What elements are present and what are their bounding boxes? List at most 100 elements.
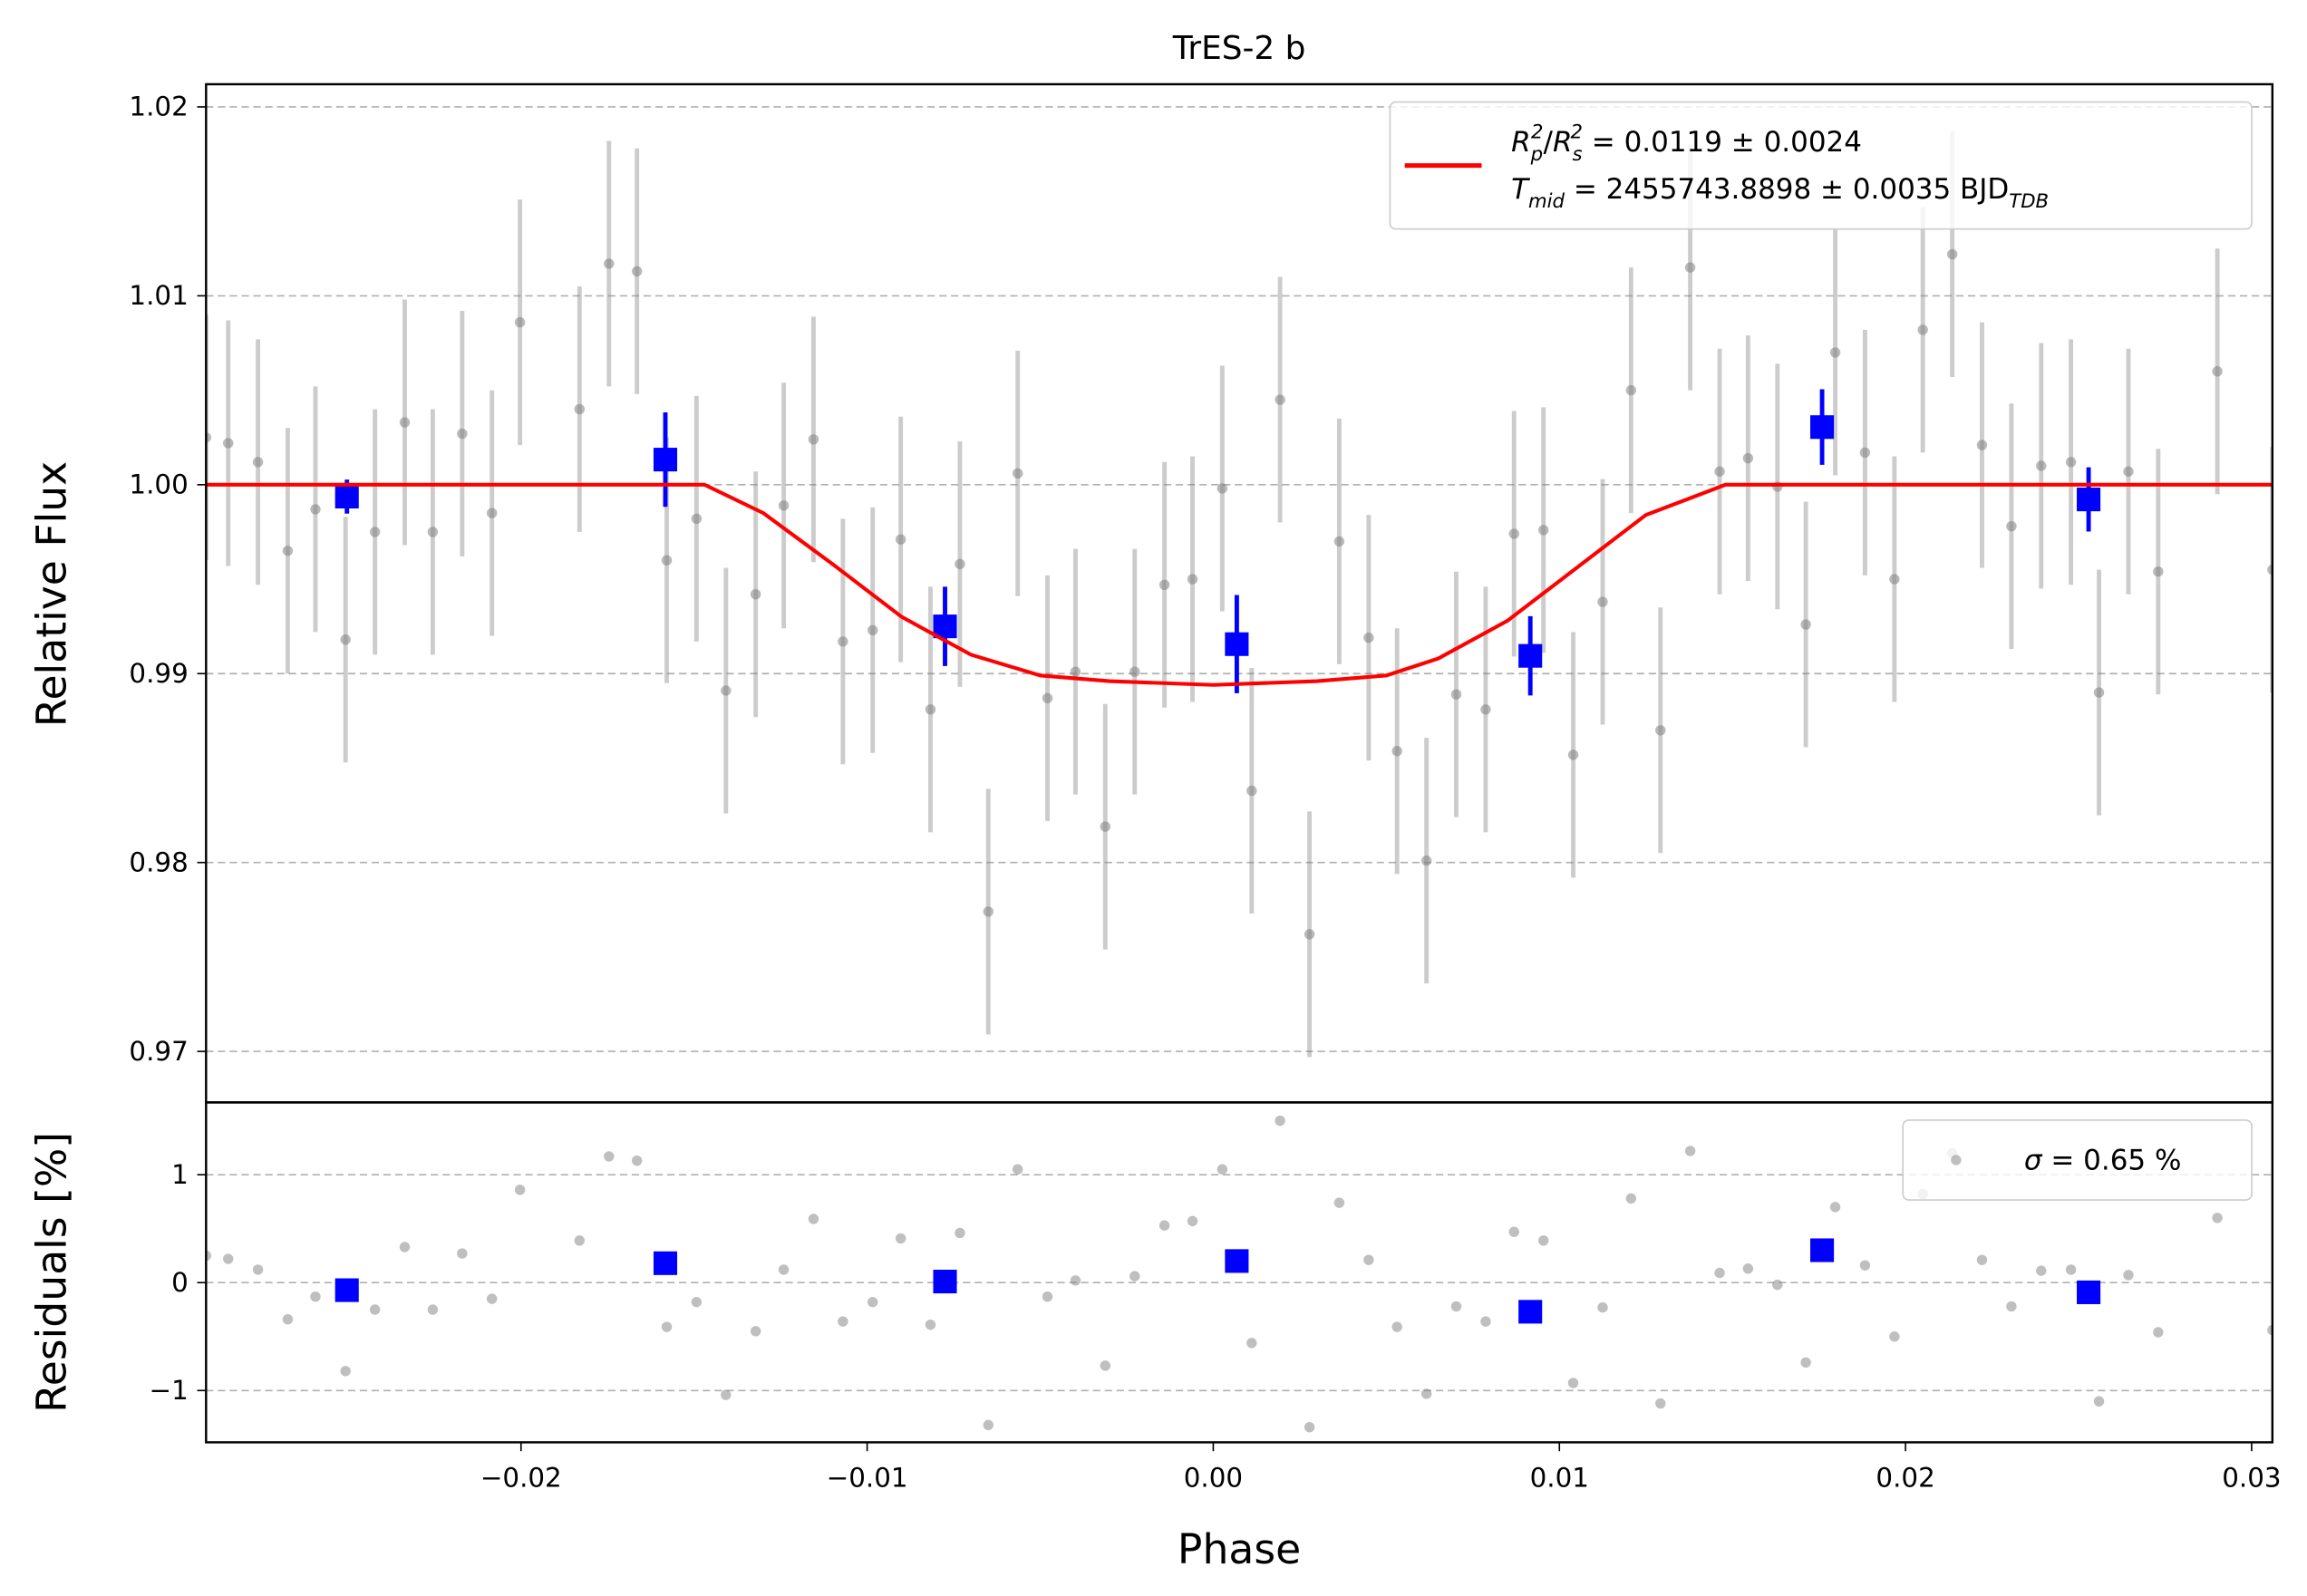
residual-point [2093, 1396, 2105, 1407]
data-point [1655, 725, 1666, 736]
residual-point [340, 1366, 351, 1377]
data-point [1859, 447, 1871, 459]
y-tick-label: 0.99 [129, 658, 188, 689]
legend-text: p [1530, 142, 1543, 165]
residual-point [1217, 1164, 1228, 1175]
residual-point [1684, 1146, 1696, 1156]
data-point [1625, 384, 1637, 396]
data-point [206, 432, 212, 443]
data-point [574, 403, 586, 415]
data-point [1158, 579, 1170, 590]
data-point [1246, 785, 1257, 797]
data-point [310, 504, 321, 515]
residual-point [778, 1264, 790, 1275]
data-point [1275, 394, 1285, 405]
residual-point [1187, 1215, 1198, 1227]
data-point [983, 906, 994, 917]
legend-text: TDB [2009, 189, 2049, 212]
binned-point [334, 484, 359, 508]
binned-point [1225, 1249, 1249, 1273]
data-point [721, 685, 732, 696]
legend-label: σ = 0.65 % [2024, 1144, 2182, 1176]
data-point [2153, 566, 2164, 577]
y-tick-label: −1 [150, 1375, 189, 1406]
residual-point [2212, 1213, 2223, 1224]
data-point [1363, 632, 1374, 643]
data-point [1070, 666, 1081, 677]
residual-point [1333, 1197, 1345, 1208]
data-point [1684, 262, 1696, 273]
legend-text: = 0.65 % [2042, 1144, 2182, 1176]
residual-point [983, 1419, 994, 1431]
residual-point [1625, 1193, 1637, 1204]
data-point [1304, 929, 1315, 940]
residual-point [1275, 1115, 1285, 1127]
residual-point [2036, 1265, 2047, 1276]
residual-point [1363, 1254, 1374, 1265]
residual-point [1158, 1220, 1170, 1231]
residual-point [808, 1214, 819, 1224]
legend-text: mid [1528, 189, 1565, 212]
residual-point [1246, 1338, 1257, 1349]
data-point [604, 258, 615, 269]
legend-text: 2 [1531, 120, 1543, 142]
residual-point [1655, 1398, 1666, 1409]
residual-point [514, 1185, 526, 1195]
data-point [1420, 855, 1432, 866]
data-point [1976, 440, 1988, 450]
y-tick-label: 0.97 [129, 1036, 188, 1067]
residual-point [1800, 1357, 1811, 1369]
data-point [1889, 574, 1900, 585]
binned-point [2077, 488, 2101, 512]
data-point [2065, 457, 2077, 468]
residual-point [1714, 1267, 1725, 1279]
binned-point [653, 1251, 678, 1275]
y-tick-label: 0.98 [129, 846, 188, 877]
residual-point [1772, 1279, 1783, 1291]
legend-text: R [1511, 126, 1531, 159]
data-point [369, 527, 381, 537]
binned-point [1810, 415, 1835, 440]
data-point [955, 558, 965, 570]
residual-point [631, 1155, 643, 1166]
legend-text: T [1511, 173, 1530, 206]
residual-point [868, 1296, 878, 1308]
data-point [1100, 821, 1111, 832]
data-point [778, 500, 790, 511]
legend-box [1389, 101, 2253, 230]
data-point [427, 527, 439, 537]
data-point [252, 457, 264, 468]
residual-point [721, 1389, 732, 1400]
binned-point [334, 1278, 359, 1302]
legend-text: / [1544, 126, 1554, 159]
data-point [808, 434, 819, 445]
data-point [1917, 324, 1928, 335]
residual-point [1304, 1422, 1315, 1433]
data-point [514, 316, 526, 328]
legend-label: Tmid = 2455743.8898 ± 0.0035 BJDTDB [1511, 173, 2049, 212]
legend-text: R [1553, 126, 1573, 159]
binned-point [1225, 632, 1249, 656]
residual-point [310, 1291, 321, 1302]
data-point [457, 428, 468, 440]
residual-point [1976, 1254, 1988, 1265]
residual-point [925, 1319, 936, 1330]
residual-point [1391, 1321, 1402, 1332]
data-point [925, 704, 936, 715]
legend-text: s [1572, 142, 1582, 165]
data-point [1567, 750, 1579, 760]
data-point [895, 534, 906, 545]
data-point [868, 624, 878, 636]
residual-point [1129, 1271, 1140, 1282]
model-line [206, 482, 2273, 687]
residual-point [895, 1233, 906, 1244]
legend-box [1902, 1119, 2253, 1201]
x-tick-label: −0.01 [827, 1462, 908, 1493]
residual-point [427, 1304, 439, 1315]
plot-area [206, 1115, 2273, 1433]
residual-point [399, 1242, 411, 1253]
residual-point [457, 1248, 468, 1259]
residual-point [1450, 1301, 1462, 1312]
binned-point [1518, 1300, 1543, 1324]
data-point [691, 513, 703, 525]
